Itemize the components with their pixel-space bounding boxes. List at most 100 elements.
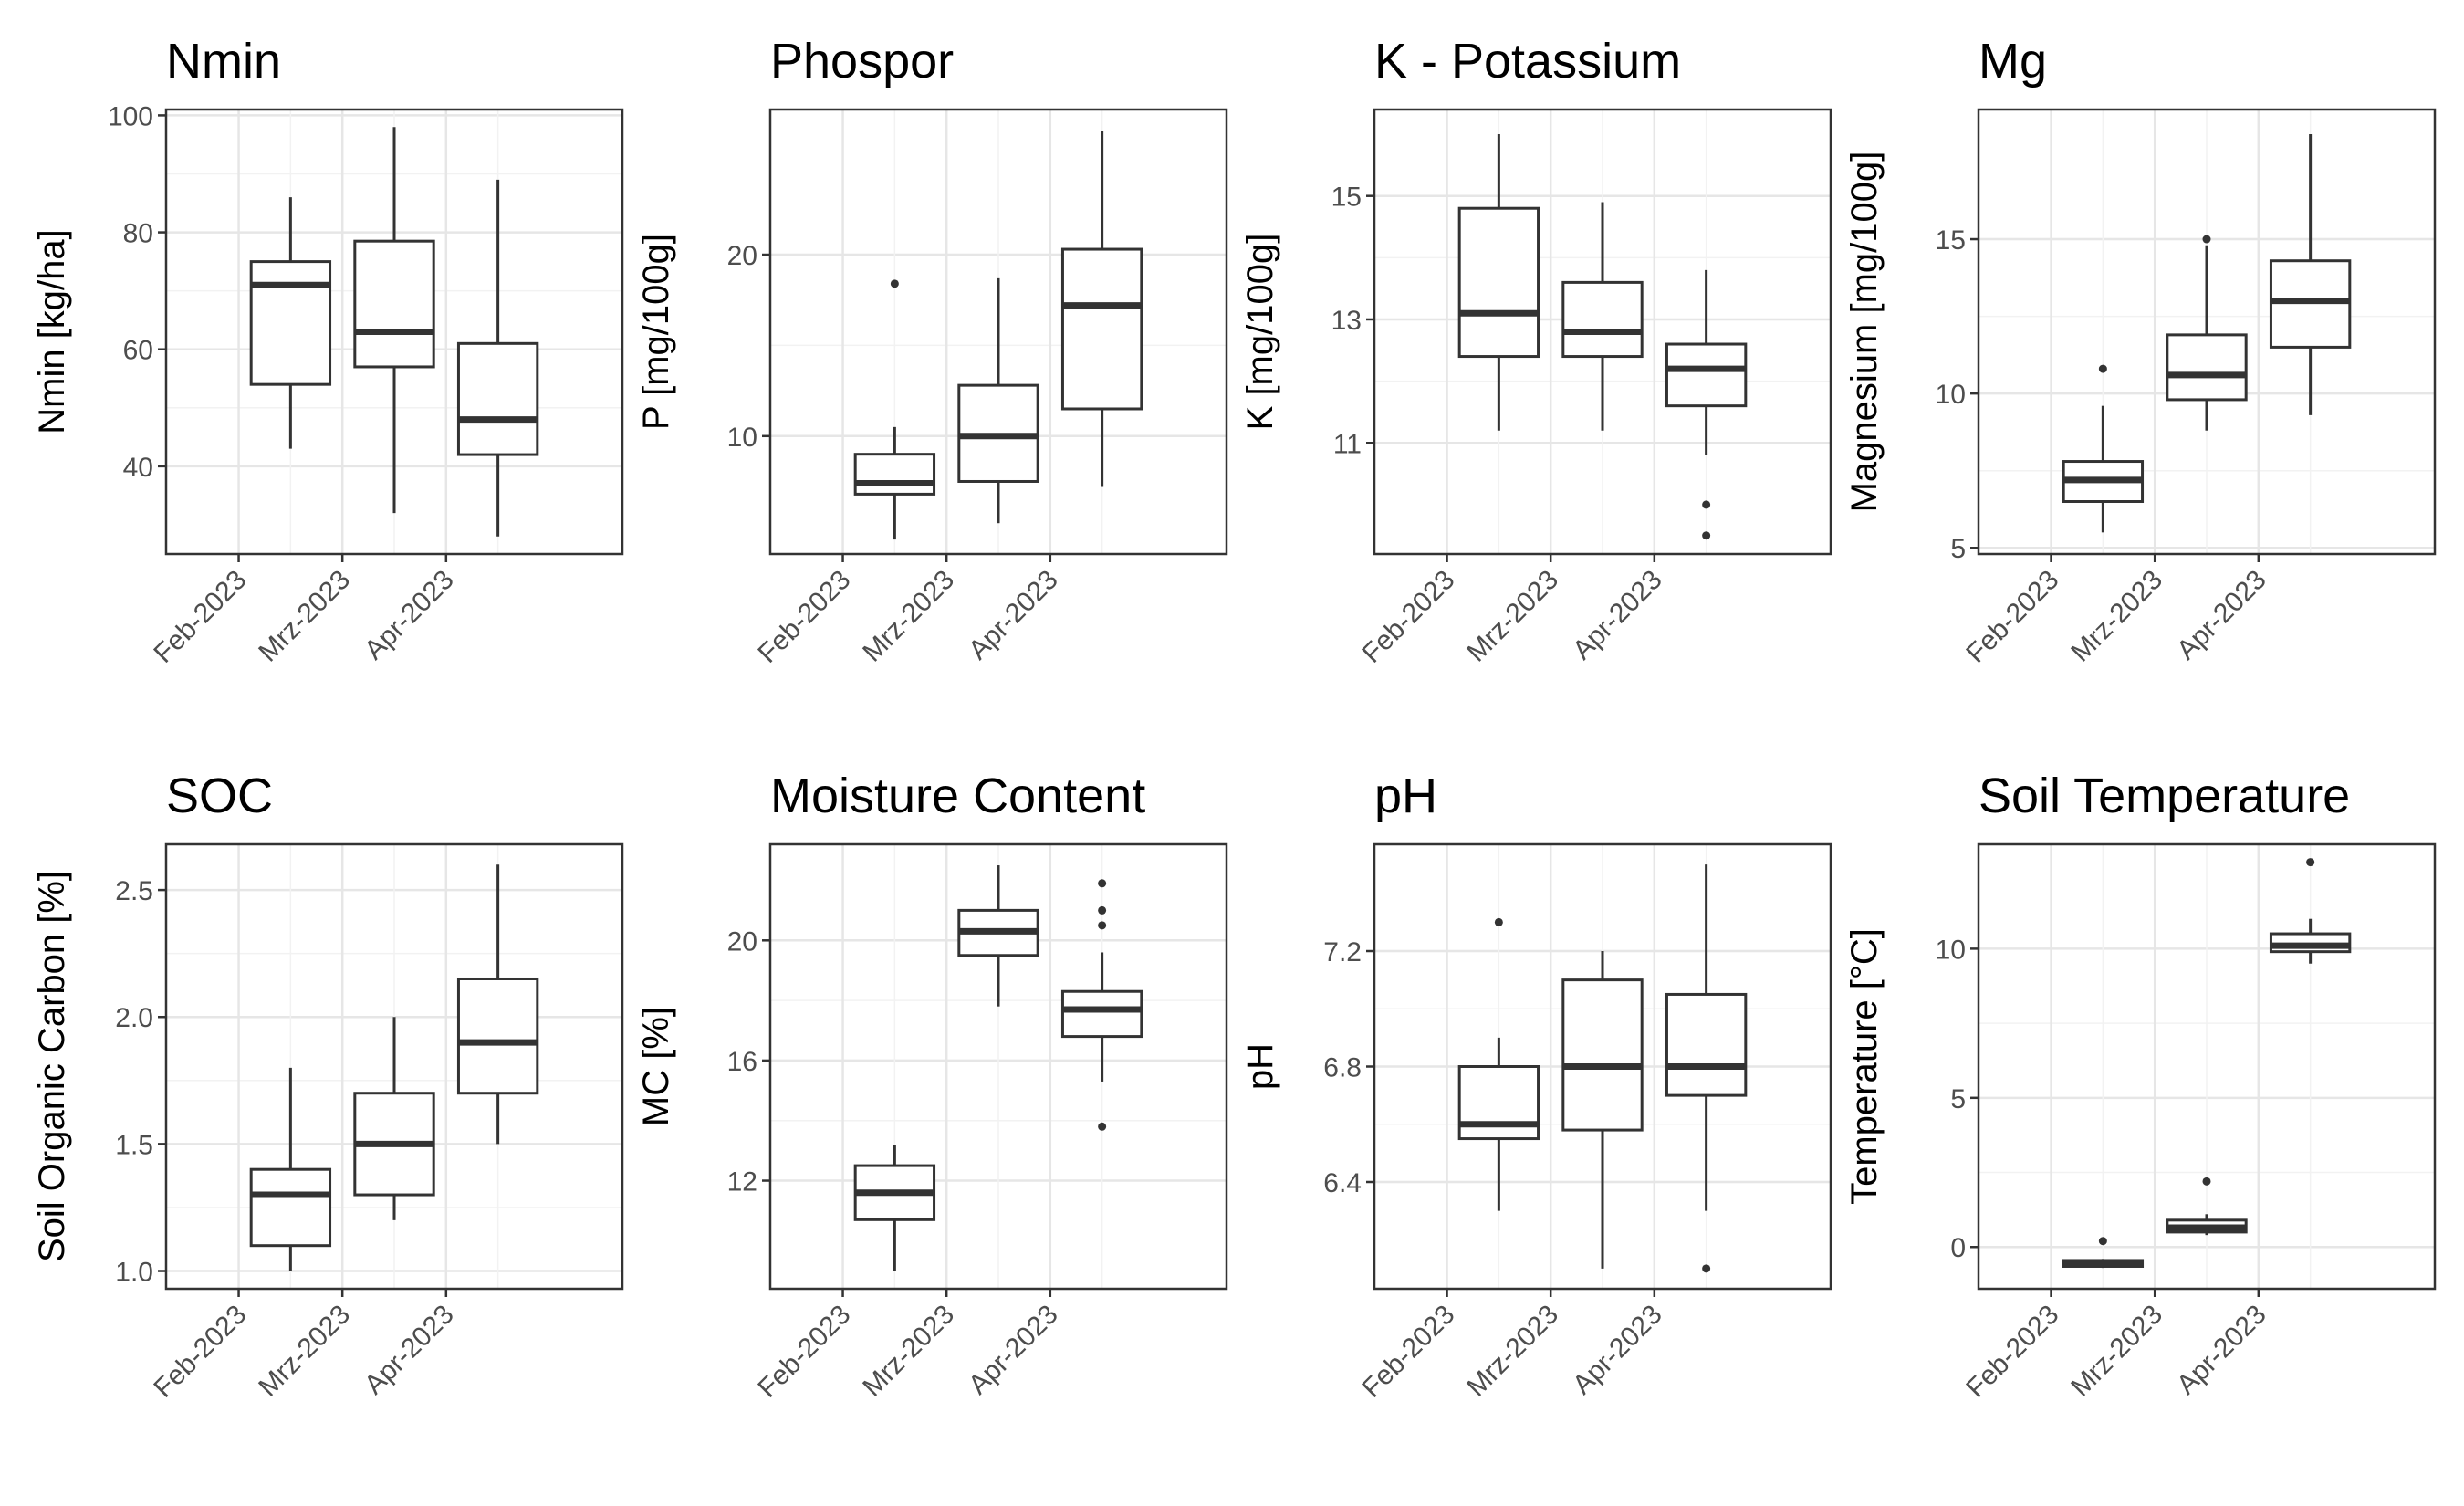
box-mrz-2023	[1561, 951, 1644, 1269]
y-tick-label: 40	[123, 453, 153, 483]
x-tick-label: Apr-2023	[2171, 565, 2272, 666]
outlier-point	[1098, 879, 1107, 888]
panel-8: 0 5 10 Feb-2023 Mrz-2023 Apr-2023 Temperature …	[1844, 769, 2437, 1404]
y-tick-label: 15	[1331, 183, 1362, 213]
panel-title: Mg	[1979, 34, 2047, 89]
panel-title: Soil Temperature	[1979, 769, 2350, 823]
outlier-point	[890, 279, 899, 288]
y-tick-label: 11	[1333, 429, 1362, 459]
x-tick-label: Mrz-2023	[1461, 565, 1564, 668]
y-axis-label: K [mg/100g]	[1240, 234, 1280, 431]
box-feb-2023	[249, 1067, 332, 1271]
outlier-point	[1702, 1264, 1711, 1273]
y-tick-label: 6.4	[1323, 1168, 1362, 1198]
box-mrz-2023	[2166, 1177, 2248, 1236]
outlier-point	[1098, 905, 1107, 915]
x-tick-label: Apr-2023	[2171, 1300, 2272, 1401]
box-feb-2023	[853, 279, 936, 540]
panel-6: 12 16 20 Feb-2023 Mrz-2023 Apr-2023 MC [%] Mois…	[636, 769, 1228, 1404]
y-tick-label: 100	[108, 101, 153, 131]
box-iqr	[249, 1167, 332, 1248]
y-tick-label: 10	[1936, 935, 1966, 965]
x-tick-label: Feb-2023	[1960, 1300, 2064, 1404]
x-tick-label: Feb-2023	[148, 1300, 252, 1404]
panel-border	[164, 842, 624, 1291]
box-iqr	[456, 341, 539, 456]
panel-3: 11 13 15 Feb-2023 Mrz-2023 Apr-2023 K [mg/100g…	[1240, 34, 1832, 669]
x-tick-label: Apr-2023	[359, 1300, 460, 1401]
outlier-point	[1098, 921, 1107, 930]
x-tick-label: Mrz-2023	[2065, 1300, 2168, 1403]
box-mrz-2023	[353, 127, 435, 514]
outlier-point	[1098, 1122, 1107, 1131]
box-iqr	[1665, 342, 1748, 408]
panel-title: SOC	[166, 769, 273, 823]
box-mrz-2023	[2166, 235, 2248, 431]
box-apr-2023	[1665, 864, 1748, 1273]
y-tick-label: 20	[727, 926, 757, 957]
box-iqr	[1060, 989, 1143, 1039]
box-apr-2023	[1060, 879, 1143, 1131]
box-feb-2023	[853, 1145, 936, 1271]
outlier-point	[2202, 1177, 2211, 1186]
panel-border	[1977, 842, 2437, 1291]
box-apr-2023	[2269, 134, 2352, 415]
box-iqr	[1561, 280, 1644, 359]
box-iqr	[1457, 1065, 1540, 1141]
panel-title: Moisture Content	[770, 769, 1145, 823]
box-iqr	[353, 239, 435, 369]
panel-border	[1373, 108, 1832, 556]
x-tick-label: Mrz-2023	[253, 1300, 356, 1403]
box-feb-2023	[2062, 364, 2145, 533]
panel-border	[164, 108, 624, 556]
y-tick-label: 0	[1950, 1233, 1966, 1263]
panel-border	[1977, 108, 2437, 556]
box-iqr	[1665, 992, 1748, 1097]
x-tick-label: Feb-2023	[1960, 565, 2064, 669]
panel-2: 10 20 Feb-2023 Mrz-2023 Apr-2023 P [mg/100g] P…	[636, 34, 1228, 669]
box-apr-2023	[456, 864, 539, 1145]
panel-title: Phospor	[770, 34, 954, 89]
y-tick-label: 2.5	[115, 876, 153, 906]
panel-7: 6.4 6.8 7.2 Feb-2023 Mrz-2023 Apr-2023 pH pH	[1240, 769, 1832, 1404]
x-tick-label: Mrz-2023	[1461, 1300, 1564, 1403]
box-iqr	[2166, 333, 2248, 402]
x-tick-label: Apr-2023	[1567, 1300, 1668, 1401]
y-tick-label: 5	[1950, 534, 1966, 564]
box-apr-2023	[1665, 269, 1748, 540]
box-iqr	[249, 260, 332, 386]
panel-title: K - Potassium	[1374, 34, 1681, 89]
y-tick-label: 10	[727, 423, 757, 453]
y-tick-label: 60	[123, 336, 153, 366]
y-tick-label: 7.2	[1323, 937, 1362, 967]
outlier-point	[1702, 500, 1711, 509]
x-tick-label: Feb-2023	[752, 565, 856, 669]
y-axis-label: Soil Organic Carbon [%]	[32, 871, 72, 1262]
box-feb-2023	[249, 197, 332, 449]
y-tick-label: 6.8	[1323, 1053, 1362, 1083]
x-tick-label: Feb-2023	[1356, 1300, 1460, 1404]
panel-4: 5 10 15 Feb-2023 Mrz-2023 Apr-2023 Magnesium […	[1844, 34, 2437, 669]
panel-1: 40 60 80 100 Feb-2023 Mrz-2023 Apr-2023 Nmin [k…	[32, 34, 624, 669]
box-mrz-2023	[1561, 202, 1644, 431]
y-tick-label: 1.5	[115, 1130, 153, 1160]
box-feb-2023	[1457, 917, 1540, 1211]
box-mrz-2023	[957, 865, 1039, 1007]
box-feb-2023	[2062, 1237, 2145, 1269]
panel-title: Nmin	[166, 34, 281, 89]
box-feb-2023	[1457, 134, 1540, 431]
box-iqr	[1457, 206, 1540, 359]
y-tick-label: 12	[727, 1167, 757, 1197]
y-axis-label: MC [%]	[636, 1007, 676, 1126]
box-iqr	[1060, 247, 1143, 411]
panel-5: 1.0 1.5 2.0 2.5 Feb-2023 Mrz-2023 Apr-2023 Soil…	[32, 769, 624, 1404]
panel-border	[768, 842, 1228, 1291]
x-tick-label: Feb-2023	[752, 1300, 856, 1404]
x-tick-label: Apr-2023	[359, 565, 460, 666]
y-tick-label: 5	[1950, 1084, 1966, 1114]
x-tick-label: Mrz-2023	[857, 565, 960, 668]
x-tick-label: Feb-2023	[1356, 565, 1460, 669]
y-axis-label: P [mg/100g]	[636, 234, 676, 430]
x-tick-label: Feb-2023	[148, 565, 252, 669]
